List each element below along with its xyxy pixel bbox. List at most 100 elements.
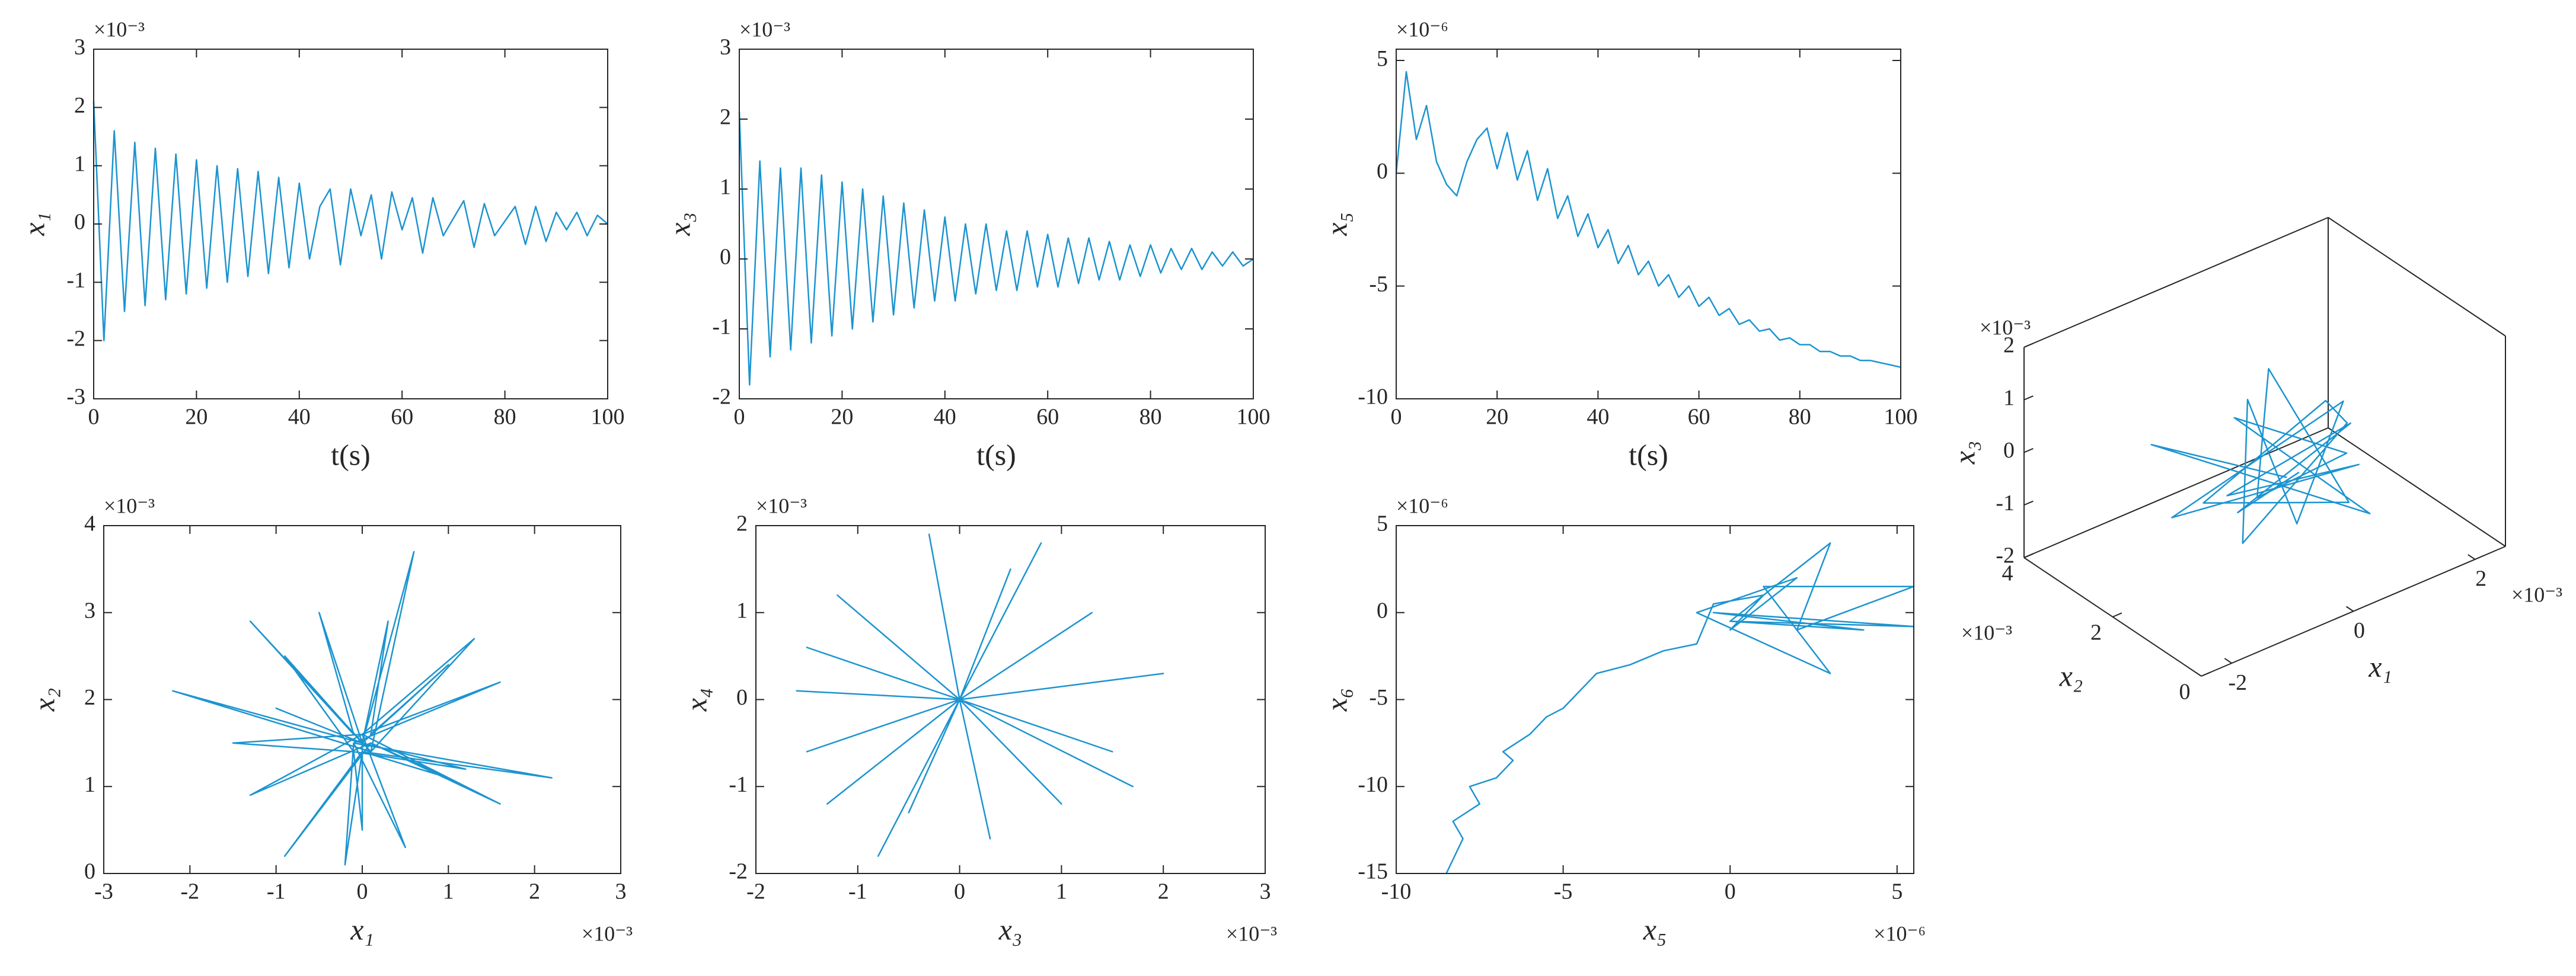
y-exponent: ×10⁻⁶ xyxy=(1396,17,1448,41)
x-tick-label: -2 xyxy=(181,879,200,904)
y-tick-label: 0 xyxy=(736,685,748,710)
z-tick xyxy=(2023,343,2034,348)
x-tick-label: 20 xyxy=(1486,405,1508,430)
y-tick-label: 3 xyxy=(84,598,95,623)
x-tick-label: 80 xyxy=(1139,405,1162,430)
y-tick-label: -1 xyxy=(712,315,731,340)
x-tick-label: 2 xyxy=(1158,879,1169,904)
y-tick-label: -1 xyxy=(729,772,748,797)
x-tick-label: 3 xyxy=(1260,879,1271,904)
x-tick xyxy=(2468,554,2476,560)
y-tick-label: 5 xyxy=(1377,46,1388,71)
x-tick-label: 5 xyxy=(1891,879,1903,904)
data-line xyxy=(1395,71,1901,368)
x-tick-label: 0 xyxy=(357,879,368,904)
x-exponent: ×10⁻³ xyxy=(2511,583,2562,606)
z-tick xyxy=(2023,395,2034,401)
x-tick xyxy=(2345,606,2354,612)
x-tick-label: 1 xyxy=(1056,879,1067,904)
x-tick-label: 2 xyxy=(529,879,540,904)
z-exponent: ×10⁻³ xyxy=(1980,315,2031,339)
z-tick xyxy=(2023,448,2034,453)
data-line xyxy=(1445,542,1915,874)
x-tick-label: -3 xyxy=(94,879,113,904)
y-axis-label: x₃ xyxy=(663,212,696,236)
data-line xyxy=(172,551,553,866)
x-tick-label: 40 xyxy=(288,405,311,430)
y-exponent: ×10⁻³ xyxy=(756,494,807,517)
z-tick xyxy=(2023,500,2034,506)
x-tick-label: 100 xyxy=(591,405,625,430)
z-tick-label: 2 xyxy=(2003,333,2015,358)
x-exponent: ×10⁻⁶ xyxy=(1873,921,1926,945)
y-tick-label: -2 xyxy=(729,859,748,884)
y-tick-label: -2 xyxy=(66,326,85,351)
y-tick-label: -2 xyxy=(712,385,731,409)
y-tick-label: 1 xyxy=(720,175,731,200)
y-tick-label: -1 xyxy=(66,268,85,293)
y-tick-label: 4 xyxy=(84,511,95,536)
x-tick-label: 2 xyxy=(2475,567,2486,591)
y-axis-label: x₂ xyxy=(2059,659,2083,692)
axes-frame xyxy=(739,49,1254,399)
y-tick-label: -15 xyxy=(1358,859,1388,884)
x-tick-label: 1 xyxy=(443,879,454,904)
z-tick-label: 0 xyxy=(2003,438,2015,463)
axes-box-edge xyxy=(2328,427,2506,547)
y-axis-label: x₅ xyxy=(1320,212,1353,236)
x-tick-label: 0 xyxy=(1391,405,1402,430)
x-tick-label: 100 xyxy=(1237,405,1271,430)
x-tick-label: 40 xyxy=(1587,405,1609,430)
y-tick xyxy=(2112,612,2122,617)
y-axis-label: x₆ xyxy=(1320,688,1353,712)
z-axis-label: x₃ xyxy=(1948,441,1981,465)
y-tick-label: 2 xyxy=(84,685,95,710)
x-tick-label: 0 xyxy=(2354,618,2365,643)
y-tick-label: 0 xyxy=(720,245,731,270)
x-axis-label: x₁ xyxy=(2368,650,2392,683)
y-exponent: ×10⁻³ xyxy=(104,494,155,517)
y-tick-label: -5 xyxy=(1369,685,1388,710)
x-tick-label: -1 xyxy=(267,879,286,904)
x-tick-label: -2 xyxy=(746,879,765,904)
x-tick-label: 40 xyxy=(934,405,956,430)
data-line-3d xyxy=(2150,367,2371,544)
data-line xyxy=(738,112,1254,386)
x-tick-label: 60 xyxy=(1036,405,1059,430)
x-tick-label: -2 xyxy=(2228,670,2247,695)
x-tick-label: 0 xyxy=(734,405,745,430)
axes-box-edge xyxy=(2328,217,2506,337)
x-tick-label: -1 xyxy=(848,879,867,904)
axes-box-edge xyxy=(2023,427,2329,558)
y-tick-label: 0 xyxy=(84,859,95,884)
y-tick-label: 2 xyxy=(736,511,748,536)
y-axis-label: x₁ xyxy=(17,212,50,236)
axes-box-edge xyxy=(2023,217,2329,348)
x-exponent: ×10⁻³ xyxy=(582,921,633,945)
x-tick-label: 100 xyxy=(1884,405,1918,430)
y-tick-label: 1 xyxy=(736,598,748,623)
axes-frame xyxy=(1396,49,1901,399)
axes-frame xyxy=(1396,525,1914,874)
x-tick-label: 3 xyxy=(615,879,627,904)
x-tick-label: 20 xyxy=(831,405,853,430)
x-axis-label: t(s) xyxy=(976,438,1016,471)
y-tick-label: 0 xyxy=(1377,598,1388,623)
axes-frame xyxy=(755,525,1266,874)
x-tick-label: -5 xyxy=(1554,879,1573,904)
y-tick-label: -10 xyxy=(1358,772,1388,797)
y-tick-label: 2 xyxy=(720,105,731,130)
y-exponent: ×10⁻³ xyxy=(739,17,790,41)
x-tick-label: 60 xyxy=(1688,405,1710,430)
x-tick-label: 0 xyxy=(1725,879,1736,904)
x-tick-label: 60 xyxy=(391,405,413,430)
y-tick xyxy=(2201,671,2211,677)
x-exponent: ×10⁻³ xyxy=(1226,921,1277,945)
y-tick-label: 5 xyxy=(1377,511,1388,536)
x-tick-label: 20 xyxy=(185,405,208,430)
x-tick-label: 0 xyxy=(954,879,965,904)
z-tick-label: 1 xyxy=(2003,385,2015,410)
y-tick-label: 0 xyxy=(1377,159,1388,184)
x-axis-label: t(s) xyxy=(331,438,371,471)
